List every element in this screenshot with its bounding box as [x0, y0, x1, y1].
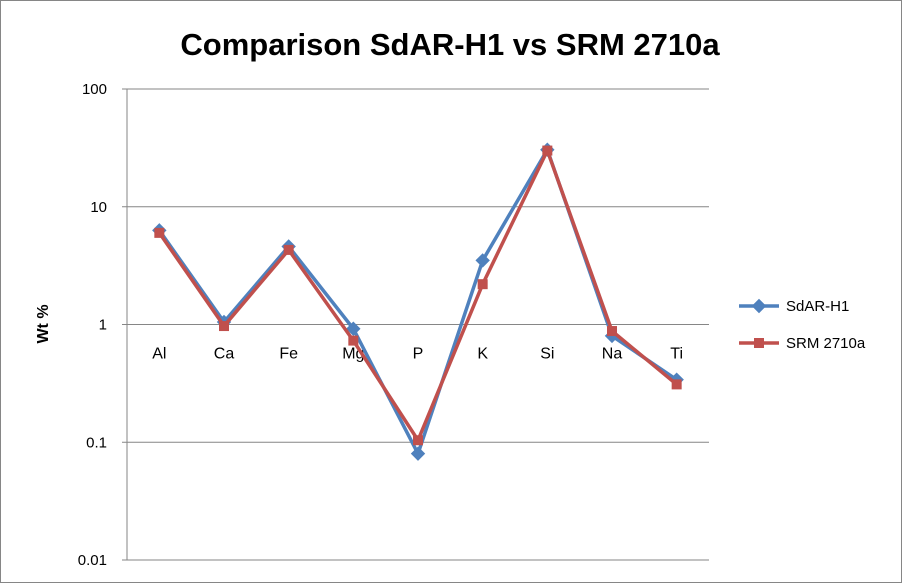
category-label-K: K — [477, 346, 488, 363]
category-label-Ti: Ti — [670, 346, 683, 363]
category-label-Si: Si — [540, 346, 554, 363]
series-line-1 — [157, 148, 679, 442]
y-axis-ticks: 0.01 0.1 1 10 100 — [78, 81, 107, 569]
data-point-1-Al — [154, 227, 165, 238]
category-label-Fe: Fe — [279, 346, 298, 363]
legend-label-1: SRM 2710a — [786, 335, 866, 352]
ytick-label-1: 0.1 — [86, 434, 107, 451]
ytick-label-4: 100 — [82, 81, 107, 98]
ytick-label-2: 1 — [99, 317, 107, 334]
data-point-1-Na — [607, 326, 617, 337]
series-0 — [152, 142, 684, 461]
legend-entry-1: SRM 2710a — [739, 335, 866, 352]
legend-entry-0: SdAR-H1 — [739, 298, 849, 315]
series-layer — [152, 142, 684, 461]
chart-title: Comparison SdAR-H1 vs SRM 2710a — [180, 27, 720, 62]
category-label-Al: Al — [152, 346, 166, 363]
data-point-1-Mg — [348, 335, 359, 346]
legend-marker-0 — [751, 298, 767, 314]
y-axis-label: Wt % — [35, 304, 52, 343]
data-point-0-K — [475, 253, 490, 268]
legend-label-0: SdAR-H1 — [786, 298, 849, 315]
gridlines — [122, 88, 709, 561]
category-label-P: P — [413, 346, 424, 363]
data-point-1-Ti — [671, 379, 682, 390]
data-point-1-P — [413, 435, 423, 446]
data-point-1-Ca — [219, 321, 229, 332]
series-1 — [154, 145, 682, 446]
legend: SdAR-H1 SRM 2710a — [739, 298, 866, 352]
category-label-Na: Na — [602, 346, 623, 363]
ytick-label-0: 0.01 — [78, 552, 107, 569]
data-point-0-Mg — [346, 321, 361, 336]
data-point-0-P — [410, 446, 426, 461]
ytick-label-3: 10 — [90, 199, 107, 216]
category-label-Ca: Ca — [214, 346, 235, 363]
x-axis-categories: Al Ca Fe Mg P K Si Na Ti — [152, 346, 683, 363]
series-line-0 — [157, 147, 679, 456]
data-point-1-K — [477, 279, 488, 290]
data-point-1-Si — [542, 145, 553, 156]
data-point-1-Fe — [283, 244, 294, 255]
legend-marker-1 — [754, 338, 764, 348]
